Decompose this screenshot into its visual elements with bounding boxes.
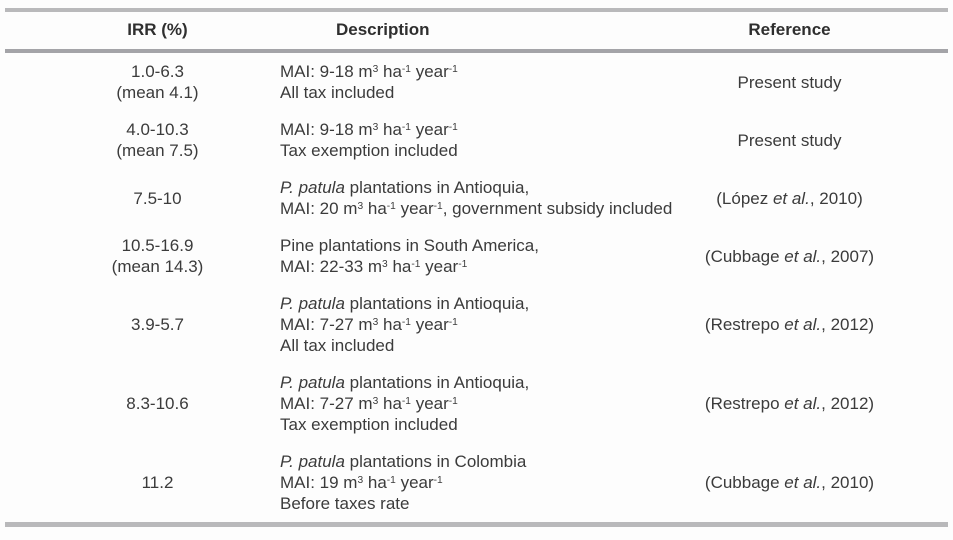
reference-cell: (Cubbage et al., 2007) xyxy=(676,227,948,285)
description-cell: MAI: 9-18 m3 ha-1 year-1 All tax included xyxy=(280,51,676,111)
text-line: MAI: 19 m3 ha-1 year-1 xyxy=(280,473,443,492)
reference-cell: Present study xyxy=(676,111,948,169)
table-header: IRR (%) Description Reference xyxy=(5,10,948,53)
description-cell: P. patula plantations in Antioquia, MAI: … xyxy=(280,169,676,227)
text-line: MAI: 7-27 m3 ha-1 year-1 xyxy=(280,394,458,413)
text-line: (Cubbage et al., 2010) xyxy=(704,473,875,492)
text-line: P. patula plantations in Antioquia, xyxy=(280,294,530,313)
table-row: 7.5-10 P. patula plantations in Antioqui… xyxy=(5,169,948,227)
text-line: 4.0-10.3 xyxy=(126,120,189,139)
irr-comparison-table: IRR (%) Description Reference 1.0-6.3 (me… xyxy=(5,8,948,527)
description-cell: MAI: 9-18 m3 ha-1 year-1 Tax exemption in… xyxy=(280,111,676,169)
text-line: 1.0-6.3 xyxy=(131,62,184,81)
text-line: (mean 14.3) xyxy=(111,257,204,276)
text-line: (Restrepo et al., 2012) xyxy=(704,394,875,413)
reference-cell: (Restrepo et al., 2012) xyxy=(676,285,948,364)
text-line: All tax included xyxy=(280,83,395,102)
table-row: 10.5-16.9 (mean 14.3) Pine plantations in… xyxy=(5,227,948,285)
text-line: MAI: 9-18 m3 ha-1 year-1 xyxy=(280,120,458,139)
text-line: 3.9-5.7 xyxy=(131,315,184,334)
description-cell: P. patula plantations in Antioquia, MAI: … xyxy=(280,285,676,364)
reference-cell: (Restrepo et al., 2012) xyxy=(676,364,948,443)
text-line: Present study xyxy=(737,130,842,150)
text-line: MAI: 9-18 m3 ha-1 year-1 xyxy=(280,62,458,81)
irr-cell: 8.3-10.6 xyxy=(5,364,280,443)
column-header-reference: Reference xyxy=(676,10,948,53)
header-row: IRR (%) Description Reference xyxy=(5,10,948,53)
text-line: MAI: 20 m3 ha-1 year-1, government subsi… xyxy=(280,199,673,218)
table-row: 1.0-6.3 (mean 4.1) MAI: 9-18 m3 ha-1 year… xyxy=(5,51,948,111)
text-line: P. patula plantations in Colombia xyxy=(280,452,527,471)
description-cell: P. patula plantations in Antioquia, MAI: … xyxy=(280,364,676,443)
text-line: (López et al., 2010) xyxy=(716,188,863,208)
irr-cell: 10.5-16.9 (mean 14.3) xyxy=(5,227,280,285)
table-row: 3.9-5.7 P. patula plantations in Antioqu… xyxy=(5,285,948,364)
column-header-description: Description xyxy=(280,10,676,53)
text-line: P. patula plantations in Antioquia, xyxy=(280,373,530,392)
text-line: (Restrepo et al., 2012) xyxy=(704,315,875,334)
text-line: Pine plantations in South America, xyxy=(280,236,539,255)
irr-cell: 1.0-6.3 (mean 4.1) xyxy=(5,51,280,111)
description-cell: P. patula plantations in Colombia MAI: 19… xyxy=(280,443,676,525)
text-line: MAI: 7-27 m3 ha-1 year-1 xyxy=(280,315,458,334)
text-line: (mean 4.1) xyxy=(116,83,199,102)
table-body: 1.0-6.3 (mean 4.1) MAI: 9-18 m3 ha-1 year… xyxy=(5,51,948,525)
table-row: 4.0-10.3 (mean 7.5) MAI: 9-18 m3 ha-1 yea… xyxy=(5,111,948,169)
text-line: 10.5-16.9 xyxy=(121,236,194,255)
text-line: MAI: 22-33 m3 ha-1 year-1 xyxy=(280,257,468,276)
irr-cell: 4.0-10.3 (mean 7.5) xyxy=(5,111,280,169)
text-line: 11.2 xyxy=(141,473,174,492)
table-row: 11.2 P. patula plantations in Colombia MA… xyxy=(5,443,948,525)
text-line: 7.5-10 xyxy=(133,188,182,208)
reference-cell: (López et al., 2010) xyxy=(676,169,948,227)
reference-cell: (Cubbage et al., 2010) xyxy=(676,443,948,525)
irr-cell: 11.2 xyxy=(5,443,280,525)
text-line: Before taxes rate xyxy=(280,494,410,513)
text-line: Tax exemption included xyxy=(280,415,458,434)
text-line: All tax included xyxy=(280,336,395,355)
text-line: P. patula plantations in Antioquia, xyxy=(280,178,530,197)
description-cell: Pine plantations in South America, MAI: 2… xyxy=(280,227,676,285)
table-row: 8.3-10.6 P. patula plantations in Antioq… xyxy=(5,364,948,443)
reference-cell: Present study xyxy=(676,51,948,111)
text-line: Tax exemption included xyxy=(280,141,458,160)
irr-cell: 7.5-10 xyxy=(5,169,280,227)
column-header-irr: IRR (%) xyxy=(5,10,280,53)
text-line: (mean 7.5) xyxy=(116,141,199,160)
text-line: Present study xyxy=(737,72,842,92)
text-line: 8.3-10.6 xyxy=(126,394,189,413)
text-line: (Cubbage et al., 2007) xyxy=(704,246,875,266)
irr-cell: 3.9-5.7 xyxy=(5,285,280,364)
